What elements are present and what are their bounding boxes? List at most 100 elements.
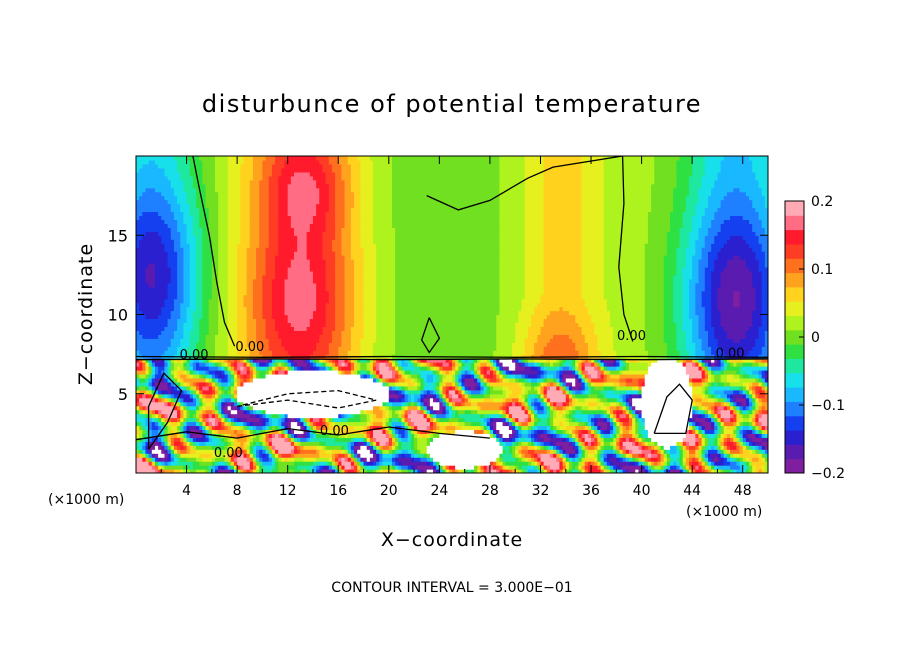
heatmap-cell [208, 421, 213, 427]
heatmap-cell [606, 437, 611, 442]
heatmap-cell [420, 465, 425, 470]
heatmap-cell [407, 457, 412, 462]
heatmap-cell [625, 461, 630, 466]
heatmap-cell [461, 449, 466, 454]
heatmap-cell [455, 425, 459, 431]
heatmap-cell [531, 465, 535, 470]
heatmap-cell [294, 465, 298, 470]
heatmap-cell [398, 457, 403, 462]
heatmap-cell [448, 461, 453, 466]
heatmap-cell [701, 457, 706, 462]
heatmap-cell [360, 461, 365, 466]
heatmap-cell [284, 445, 289, 450]
heatmap-cell [682, 469, 687, 473]
heatmap-cell [714, 469, 719, 473]
heatmap-cell [136, 449, 140, 454]
heatmap-cell [764, 465, 768, 470]
heatmap-cell [230, 453, 235, 458]
heatmap-cell [452, 449, 456, 454]
heatmap-cell [670, 461, 674, 466]
heatmap-cell [733, 437, 737, 442]
heatmap-cell [385, 461, 390, 466]
heatmap-cell [398, 461, 403, 466]
heatmap-cell [474, 429, 478, 434]
heatmap-cell [597, 433, 602, 438]
heatmap-cell [180, 453, 184, 458]
heatmap-cell [711, 465, 715, 470]
heatmap-cell [262, 461, 267, 466]
heatmap-cell [704, 433, 709, 438]
heatmap-cell [467, 429, 472, 434]
heatmap-cell [518, 437, 523, 442]
heatmap-cell [208, 461, 213, 466]
heatmap-cell [139, 453, 143, 458]
heatmap-cell [470, 429, 475, 434]
heatmap-cell [676, 469, 681, 473]
heatmap-cell [524, 429, 529, 434]
heatmap-cell [736, 429, 741, 434]
heatmap-cell [312, 453, 317, 458]
heatmap-cell [619, 445, 624, 450]
heatmap-cell [363, 453, 368, 458]
heatmap-cell [610, 465, 614, 470]
heatmap-cell [341, 469, 346, 473]
heatmap-cell [714, 445, 719, 450]
heatmap-cell [663, 465, 668, 470]
heatmap-cell [603, 457, 608, 462]
heatmap-cell [407, 429, 412, 434]
heatmap-cell [284, 421, 289, 427]
heatmap-cell [543, 453, 548, 458]
heatmap-cell [527, 465, 532, 470]
heatmap-cell [224, 469, 229, 473]
heatmap-cell [249, 453, 254, 458]
heatmap-field [136, 156, 768, 473]
heatmap-cell [275, 445, 279, 450]
heatmap-cell [192, 465, 197, 470]
heatmap-cell [442, 465, 447, 470]
heatmap-cell [407, 441, 412, 446]
heatmap-cell [151, 445, 156, 450]
heatmap-cell [243, 421, 248, 427]
heatmap-cell [600, 465, 605, 470]
heatmap-cell [730, 457, 734, 462]
heatmap-cell [752, 425, 756, 431]
heatmap-cell [515, 469, 519, 473]
heatmap-cell [676, 465, 681, 470]
heatmap-cell [562, 425, 567, 431]
heatmap-cell [312, 441, 317, 446]
heatmap-cell [246, 465, 251, 470]
heatmap-cell [480, 433, 485, 438]
heatmap-cell [698, 425, 703, 431]
heatmap-cell [543, 449, 548, 454]
heatmap-cell [736, 453, 741, 458]
heatmap-cell [366, 469, 371, 473]
heatmap-cell [410, 441, 415, 446]
heatmap-cell [287, 453, 292, 458]
heatmap-cell [493, 429, 497, 434]
heatmap-cell [707, 461, 712, 466]
heatmap-cell [363, 469, 368, 473]
heatmap-cell [312, 469, 317, 473]
heatmap-cell [382, 453, 387, 458]
heatmap-cell [692, 465, 696, 470]
heatmap-cell [271, 441, 276, 446]
heatmap-cell [565, 453, 570, 458]
heatmap-cell [407, 449, 412, 454]
heatmap-cell [303, 449, 308, 454]
heatmap-cell [527, 469, 532, 473]
heatmap-cell [196, 429, 200, 434]
heatmap-cell [572, 425, 576, 431]
heatmap-cell [745, 437, 750, 442]
heatmap-cell [543, 461, 548, 466]
heatmap-cell [673, 437, 677, 442]
heatmap-cell [654, 453, 658, 458]
heatmap-cell [148, 449, 153, 454]
heatmap-cell [537, 441, 542, 446]
heatmap-cell [657, 441, 662, 446]
heatmap-cell [445, 437, 450, 442]
heatmap-cell [256, 449, 260, 454]
heatmap-cell [502, 441, 507, 446]
heatmap-cell [584, 457, 589, 462]
heatmap-cell [749, 453, 753, 458]
heatmap-cell [663, 429, 668, 434]
